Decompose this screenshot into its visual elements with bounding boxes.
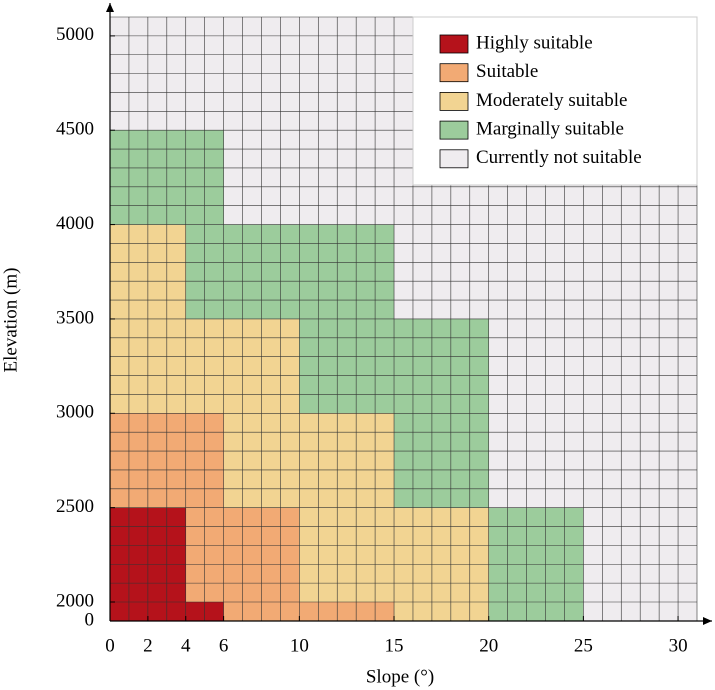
legend-label: Moderately suitable: [476, 90, 627, 111]
legend-swatch: [439, 34, 469, 54]
x-tick-label: 30: [669, 635, 688, 656]
x-tick-label: 15: [385, 635, 404, 656]
legend-label: Suitable: [476, 61, 538, 82]
y-tick-label: 4000: [56, 213, 94, 234]
x-tick-label: 25: [574, 635, 593, 656]
y-axis-label: Elevation (m): [0, 268, 21, 373]
y-tick-label: 5000: [56, 24, 94, 45]
legend-swatch: [439, 92, 469, 111]
y-tick-label: 4500: [56, 119, 94, 140]
y-tick-label: 3500: [56, 307, 94, 328]
region: [299, 318, 395, 414]
x-tick-label: 20: [479, 635, 498, 656]
region: [185, 224, 395, 319]
y-arrow: [106, 3, 114, 12]
legend-swatch: [439, 63, 469, 83]
legend-swatch: [439, 149, 469, 169]
x-tick-label: 2: [143, 635, 153, 656]
y-tick-label: 3000: [56, 402, 94, 423]
x-arrow: [703, 617, 712, 625]
legend-label: Currently not suitable: [476, 147, 642, 168]
legend-label: Highly suitable: [476, 32, 593, 53]
x-axis-label: Slope (°): [366, 666, 434, 687]
x-tick-label: 0: [105, 635, 115, 656]
x-tick-label: 4: [181, 635, 191, 656]
legend-swatch: [439, 120, 469, 140]
region: [223, 602, 395, 621]
legend-label: Marginally suitable: [476, 118, 624, 139]
y-tick-label: 2000: [56, 590, 94, 611]
y-tick-label: 2500: [56, 496, 94, 517]
x-tick-label: 6: [219, 635, 229, 656]
y-tick-label: 0: [85, 609, 95, 630]
x-tick-label: 10: [290, 635, 309, 656]
